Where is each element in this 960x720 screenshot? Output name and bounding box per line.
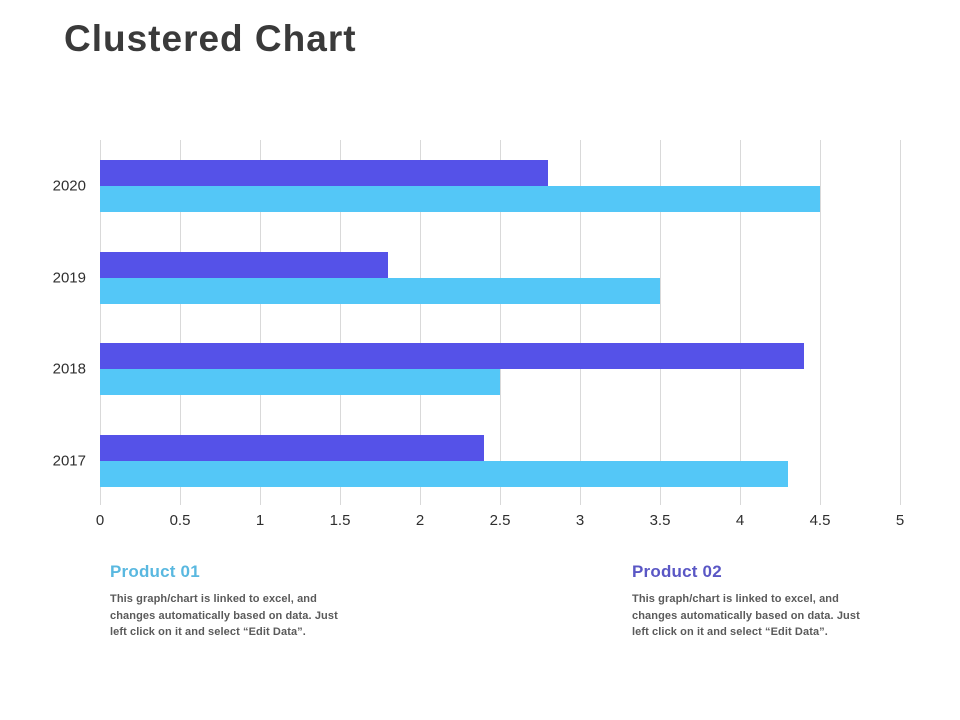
gridline-1.5 (340, 140, 341, 505)
x-axis-label-4: 4 (735, 512, 745, 529)
y-axis-label-2018: 2018 (52, 360, 86, 378)
gridline-3.5 (660, 140, 661, 505)
x-axis-label-2.5: 2.5 (489, 512, 511, 529)
page-title: Clustered Chart (64, 18, 357, 59)
gridline-1 (260, 140, 261, 505)
x-axis-label-2: 2 (415, 512, 425, 529)
bar-product-02-2017 (100, 435, 484, 461)
legend-product-01: Product 01 This graph/chart is linked to… (110, 562, 348, 641)
x-axis-label-1: 1 (255, 512, 265, 529)
x-axis-label-3: 3 (575, 512, 585, 529)
x-axis-label-1.5: 1.5 (329, 512, 351, 529)
gridline-4.5 (820, 140, 821, 505)
gridline-0 (100, 140, 101, 505)
bar-product-02-2020 (100, 160, 548, 186)
bar-product-01-2019 (100, 278, 660, 304)
bar-product-02-2019 (100, 252, 388, 278)
clustered-bar-chart-plot-area[interactable]: 2020 2019 2018 2017 0 0.5 1 1.5 2 2.5 3 3.5 4 4.5 5 (53, 140, 904, 529)
gridline-2.5 (500, 140, 501, 505)
bar-product-01-2018 (100, 369, 500, 395)
x-axis-label-0: 0 (95, 512, 105, 529)
y-axis-label-2017: 2017 (52, 452, 86, 470)
bar-product-02-2018 (100, 343, 804, 369)
legend-product-02: Product 02 This graph/chart is linked to… (632, 562, 870, 641)
bar-product-01-2020 (100, 186, 820, 212)
y-axis-label-2019: 2019 (52, 269, 86, 287)
x-axis-label-3.5: 3.5 (649, 512, 671, 529)
legend-product-01-title: Product 01 (110, 562, 200, 581)
y-axis-label-2020: 2020 (52, 177, 86, 195)
x-axis-label-4.5: 4.5 (809, 512, 831, 529)
x-axis-label-0.5: 0.5 (169, 512, 191, 529)
bar-product-01-2017 (100, 461, 788, 487)
gridline-2 (420, 140, 421, 505)
gridline-5 (900, 140, 901, 505)
x-axis-label-5: 5 (895, 512, 905, 529)
gridline-4 (740, 140, 741, 505)
legend-product-02-title: Product 02 (632, 562, 722, 581)
gridline-3 (580, 140, 581, 505)
legend-product-01-description: This graph/chart is linked to excel, and… (110, 593, 338, 638)
gridline-0.5 (180, 140, 181, 505)
legend-product-02-description: This graph/chart is linked to excel, and… (632, 593, 860, 638)
